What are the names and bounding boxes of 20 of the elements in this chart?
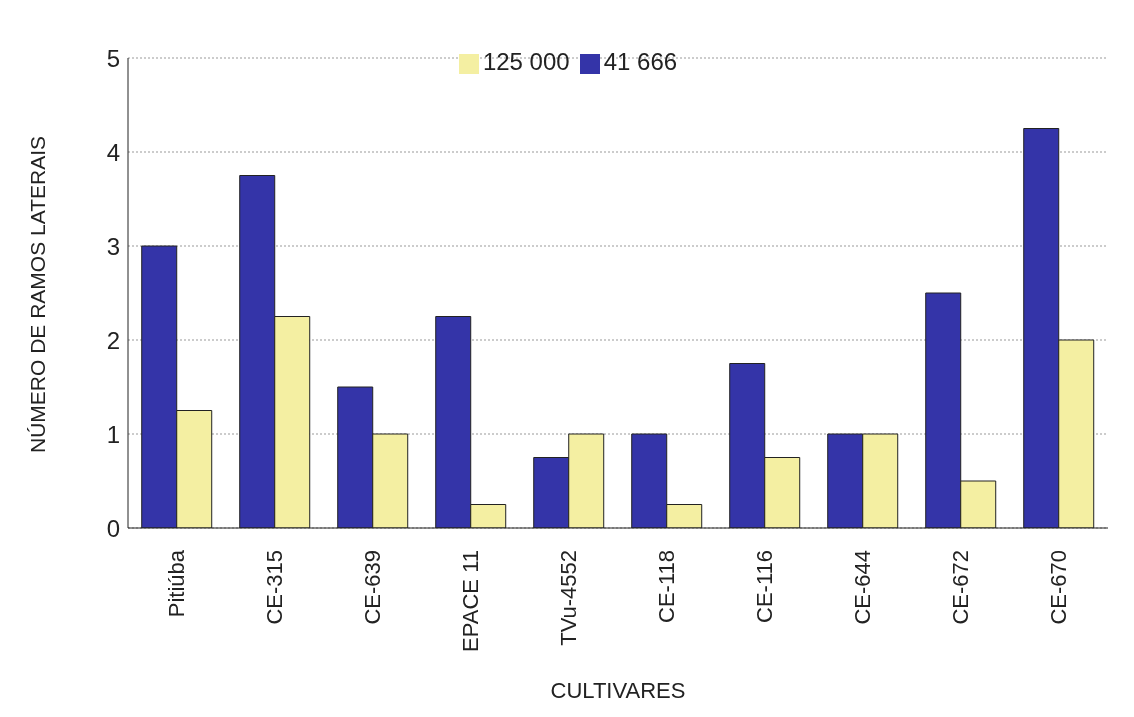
x-tick-label: CE-670 (1046, 550, 1071, 625)
y-tick-label: 1 (106, 420, 120, 448)
y-tick-label: 2 (106, 326, 120, 354)
y-axis-title: NÚMERO DE RAMOS LATERAIS (26, 136, 50, 453)
x-tick-label: CE-118 (654, 550, 679, 623)
x-tick-label: TVu-4552 (556, 550, 581, 646)
x-tick-label: CE-315 (262, 550, 287, 625)
y-tick-label: 4 (106, 138, 120, 166)
x-tick-label: CE-639 (360, 550, 385, 625)
y-tick-label: 0 (106, 514, 120, 542)
legend-label: 41 666 (603, 48, 678, 75)
x-tick-label: CE-644 (850, 550, 875, 625)
y-tick-label: 3 (106, 232, 120, 260)
x-tick-label: EPACE 11 (458, 550, 483, 652)
legend-label: 125 000 (482, 48, 570, 75)
y-tick-label: 5 (106, 44, 120, 72)
x-axis-title: CULTIVARES (550, 678, 686, 703)
x-tick-label: CE-116 (752, 550, 777, 623)
x-tick-label: CE-672 (948, 550, 973, 625)
x-tick-label: Pitiúba (164, 549, 189, 618)
